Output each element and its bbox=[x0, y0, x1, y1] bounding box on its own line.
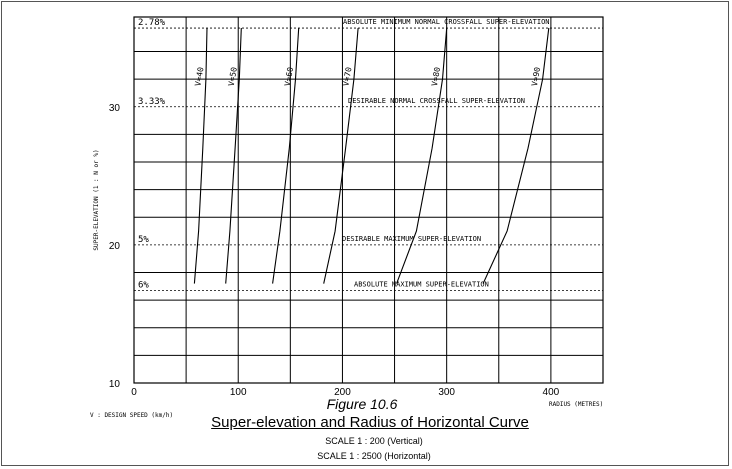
legend-note: V : DESIGN SPEED (km/h) bbox=[90, 412, 174, 419]
series-line-v-50 bbox=[225, 27, 242, 284]
series-label: V=90 bbox=[530, 66, 542, 87]
scale-vertical: SCALE 1 : 200 (Vertical) bbox=[325, 436, 423, 446]
series-label: V=60 bbox=[283, 66, 295, 87]
y-tick-label: 30 bbox=[109, 103, 121, 114]
x-tick-label: 300 bbox=[438, 387, 455, 398]
reference-percent-label: 3.33% bbox=[138, 97, 166, 107]
series-line-v-80 bbox=[396, 27, 448, 284]
scale-horizontal: SCALE 1 : 2500 (Horizontal) bbox=[317, 451, 431, 461]
x-tick-label: 400 bbox=[543, 387, 560, 398]
series-label: V=40 bbox=[193, 66, 205, 87]
series-line-v-40 bbox=[193, 27, 208, 284]
figure-title: Super-elevation and Radius of Horizontal… bbox=[4, 414, 732, 431]
y-tick-label: 10 bbox=[109, 379, 121, 390]
figure-number: Figure 10.6 bbox=[326, 396, 398, 412]
y-axis-label: SUPER-ELEVATION (1 : N or %) bbox=[93, 149, 100, 250]
reference-percent-label: 6% bbox=[138, 280, 149, 290]
series-label: V=70 bbox=[341, 66, 353, 87]
reference-percent-label: 2.78% bbox=[138, 18, 166, 28]
x-tick-label: 200 bbox=[334, 387, 351, 398]
x-tick-label: 0 bbox=[131, 387, 137, 398]
reference-line-label: ABSOLUTE MINIMUM NORMAL CROSSFALL SUPER-… bbox=[343, 18, 550, 26]
reference-line-label: ABSOLUTE MAXIMUM SUPER-ELEVATION bbox=[354, 280, 489, 288]
reference-line-label: DESIRABLE NORMAL CROSSFALL SUPER-ELEVATI… bbox=[348, 97, 525, 105]
reference-line-label: DESIRABLE MAXIMUM SUPER-ELEVATION bbox=[342, 235, 481, 243]
plot-border bbox=[133, 16, 604, 384]
series-line-v-60 bbox=[272, 27, 300, 284]
series-line-v-90 bbox=[482, 27, 550, 284]
series-label: V=50 bbox=[227, 66, 239, 87]
reference-percent-label: 5% bbox=[138, 235, 149, 245]
y-tick-label: 20 bbox=[109, 241, 121, 252]
x-axis-label: RADIUS (METRES) bbox=[549, 401, 604, 408]
x-tick-label: 100 bbox=[230, 387, 247, 398]
figure-title-text: Super-elevation and Radius of Horizontal… bbox=[211, 414, 529, 431]
series-label: V=80 bbox=[430, 66, 442, 87]
series-line-v-70 bbox=[323, 27, 359, 284]
